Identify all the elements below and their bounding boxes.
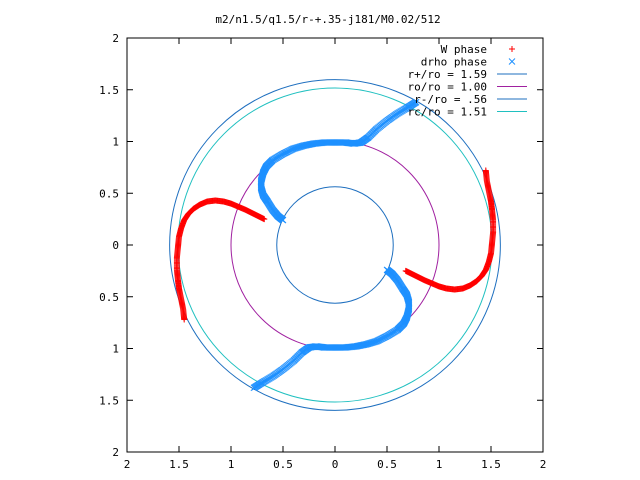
- x-tick-label: 2: [540, 458, 547, 471]
- w-phase-point: [261, 216, 268, 223]
- marker-stroke: [508, 58, 516, 65]
- legend-marker: [509, 46, 515, 52]
- marker-stroke: [412, 98, 420, 106]
- chart-title: m2/n1.5/q1.5/r-+.35-j181/M0.02/512: [215, 13, 440, 26]
- y-tick-label: 1.5: [99, 394, 119, 407]
- x-tick-label: 1.5: [481, 458, 501, 471]
- x-tick-label: 1: [228, 458, 235, 471]
- y-tick-label: 1.5: [99, 84, 119, 97]
- circle-r-: [276, 186, 394, 304]
- legend-marker: [508, 58, 516, 65]
- x-tick-label: 2: [124, 458, 131, 471]
- legend-label: W phase: [441, 43, 487, 56]
- legend-label: r+/ro = 1.59: [408, 68, 487, 81]
- x-tick-label: 1.5: [169, 458, 189, 471]
- drho-phase-point: [250, 384, 258, 392]
- w-phase-point: [402, 267, 409, 274]
- legend-label: ro/ro = 1.00: [408, 81, 487, 94]
- y-tick-label: 2: [112, 446, 119, 459]
- marker-stroke: [250, 384, 258, 392]
- data-points: [173, 98, 497, 392]
- y-tick-label: 0.5: [99, 291, 119, 304]
- circle-r+: [169, 79, 501, 411]
- y-tick-label: 1: [112, 136, 119, 149]
- legend-label: r-/ro = .56: [414, 93, 487, 106]
- x-tick-label: 1: [436, 458, 443, 471]
- drho-phase-point: [412, 98, 420, 106]
- x-tick-label: 0.5: [273, 458, 293, 471]
- x-tick-label: 0.5: [377, 458, 397, 471]
- y-tick-label: 2: [112, 32, 119, 45]
- x-tick-label: 0: [332, 458, 339, 471]
- y-tick-label: 0: [112, 239, 119, 252]
- legend-label: drho phase: [421, 56, 487, 69]
- y-tick-label: 0.5: [99, 187, 119, 200]
- legend-label: rc/ro = 1.51: [408, 106, 487, 119]
- y-tick-label: 1: [112, 343, 119, 356]
- axis-ticks: 2 1.5 1 0.5 0 0.5 1 1.5 221.510.500.511.52: [99, 32, 546, 471]
